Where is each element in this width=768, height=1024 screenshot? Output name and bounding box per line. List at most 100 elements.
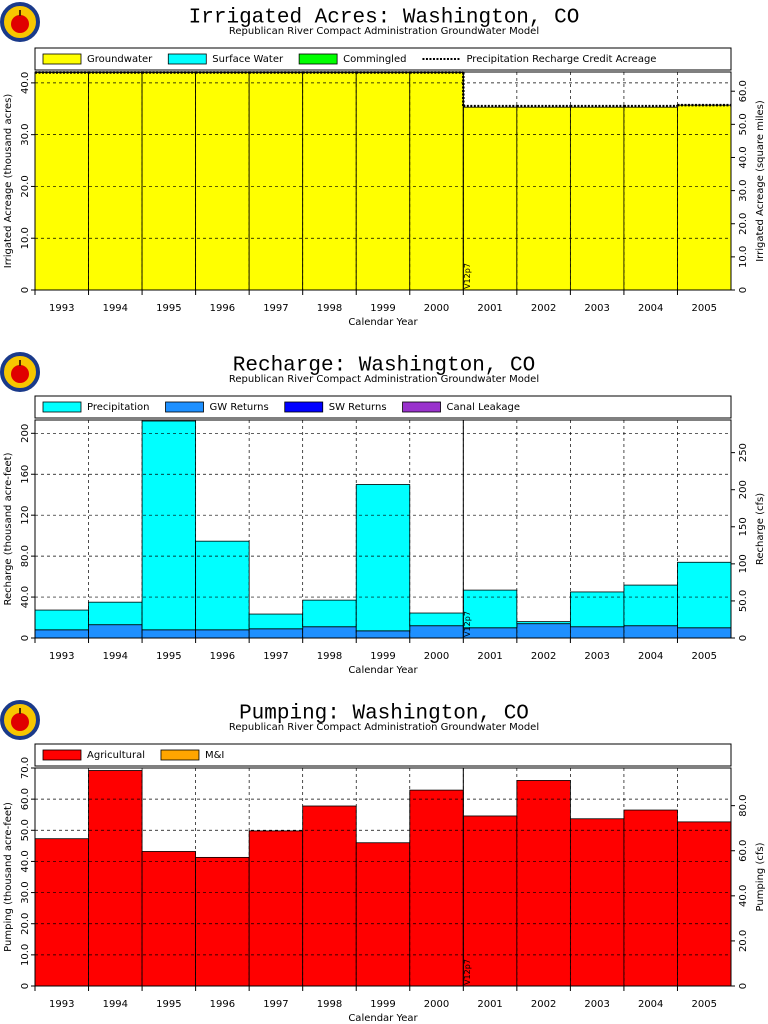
x-tick-label: 1994 [103, 651, 128, 662]
chart-title: Recharge: Washington, CO [233, 355, 535, 378]
y2-tick-label: 80.0 [738, 795, 749, 817]
y-tick-label: 200 [20, 424, 31, 443]
legend-swatch [160, 749, 200, 761]
chart-subtitle: Republican River Compact Administration … [229, 374, 539, 385]
bar [34, 609, 89, 631]
y-axis-label: Irrigated Acreage (thousand acres) [3, 94, 14, 269]
bar [355, 842, 411, 987]
legend-label: SW Returns [329, 402, 387, 413]
annotation: V12p7 [463, 959, 472, 985]
y-tick-label: 160 [20, 465, 31, 484]
x-tick-label: 1996 [210, 651, 235, 662]
x-tick-label: 2001 [477, 303, 502, 314]
y-tick-label: 30.0 [20, 124, 31, 146]
x-tick-label: 1995 [156, 651, 181, 662]
x-tick-label: 2004 [638, 303, 663, 314]
y-tick-label: 60.0 [20, 788, 31, 810]
y2-axis-label: Recharge (cfs) [755, 493, 766, 565]
bar [355, 630, 411, 639]
bar [141, 420, 197, 631]
x-tick-label: 1995 [156, 303, 181, 314]
legend-label: Commingled [343, 54, 406, 65]
legend-label: M&I [205, 750, 224, 761]
chart-title: Irrigated Acres: Washington, CO [189, 7, 580, 30]
x-tick-label: 1996 [210, 999, 235, 1010]
x-tick-label: 1998 [317, 303, 342, 314]
legend-label: Precipitation [87, 402, 150, 413]
legend-swatch [284, 401, 324, 413]
y2-tick-label: 40.0 [738, 885, 749, 907]
bar [302, 599, 357, 628]
bar [409, 72, 464, 291]
y2-tick-label: 60.0 [738, 840, 749, 862]
y-tick-label: 40.0 [20, 850, 31, 872]
x-tick-label: 1994 [103, 303, 128, 314]
legend-box [34, 743, 732, 767]
x-tick-label: 1997 [263, 651, 288, 662]
plot-frame [34, 767, 732, 987]
bar [248, 613, 304, 630]
y2-tick-label: 0 [738, 635, 749, 641]
y-tick-label: 20.0 [20, 913, 31, 935]
y-tick-label: 0 [20, 287, 31, 293]
bar [462, 106, 518, 291]
x-tick-label: 1998 [317, 651, 342, 662]
bar [355, 484, 411, 632]
bar [141, 629, 197, 639]
bar [516, 621, 571, 625]
chart-subtitle: Republican River Compact Administration … [229, 26, 539, 37]
logo [0, 700, 40, 740]
y-tick-label: 40.0 [20, 586, 31, 608]
y-axis-label: Recharge (thousand acre-feet) [3, 452, 14, 605]
bar [302, 805, 357, 987]
x-tick-label: 1999 [370, 651, 395, 662]
x-tick-label: 1998 [317, 999, 342, 1010]
x-tick-label: 1996 [210, 303, 235, 314]
y-tick-label: 70.0 [20, 757, 31, 779]
x-tick-label: 2001 [477, 651, 502, 662]
bar [623, 106, 678, 291]
bar [302, 72, 357, 291]
bar [34, 838, 89, 987]
y2-tick-label: 50.0 [738, 113, 749, 135]
bar [141, 72, 197, 291]
bar [409, 625, 464, 639]
y2-tick-label: 20.0 [738, 930, 749, 952]
bar [409, 789, 464, 987]
legend-swatch [165, 401, 204, 413]
legend-swatch [42, 749, 82, 761]
x-axis-label: Calendar Year [348, 317, 418, 328]
x-tick-label: 2005 [692, 303, 717, 314]
bar [355, 72, 411, 291]
y-tick-label: 20.0 [20, 175, 31, 197]
legend-swatch [402, 401, 441, 413]
logo [0, 2, 40, 42]
y2-tick-label: 40.0 [738, 146, 749, 168]
chart-subtitle: Republican River Compact Administration … [229, 722, 539, 733]
legend-swatch [42, 401, 82, 413]
y-tick-label: 120 [20, 506, 31, 525]
bar [195, 540, 250, 631]
bar [195, 72, 250, 291]
annotation: V12p7 [463, 611, 472, 637]
x-tick-label: 2002 [531, 651, 556, 662]
bar [516, 780, 571, 987]
legend-label: Agricultural [87, 750, 145, 761]
y2-axis-label: Pumping (cfs) [755, 842, 766, 911]
x-tick-label: 1994 [103, 999, 128, 1010]
annotation: V12p7 [463, 263, 472, 289]
legend-box [34, 47, 732, 71]
bar [462, 815, 518, 987]
y2-axis-label: Irrigated Acreage (square miles) [755, 100, 766, 262]
x-tick-label: 1993 [49, 999, 74, 1010]
bar [516, 623, 571, 639]
bar [677, 821, 732, 987]
legend-label: Canal Leakage [447, 402, 520, 413]
legend-swatch [167, 53, 207, 65]
y2-tick-label: 60.0 [738, 80, 749, 102]
bar [623, 809, 678, 987]
bar [677, 561, 732, 629]
x-tick-label: 1999 [370, 303, 395, 314]
y-tick-label: 40.0 [20, 72, 31, 94]
